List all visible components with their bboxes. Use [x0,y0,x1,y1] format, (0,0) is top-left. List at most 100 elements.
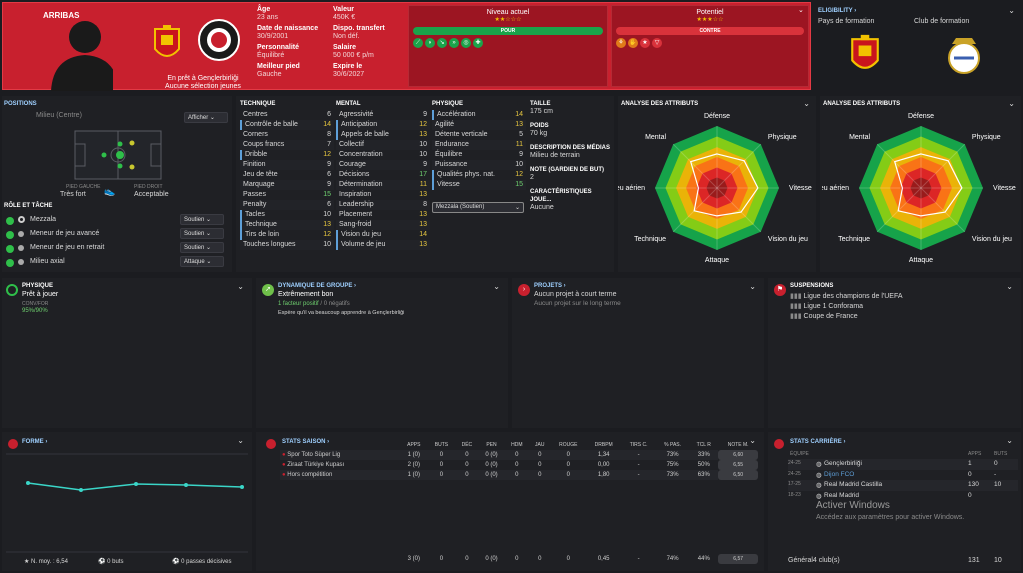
attribute-row[interactable]: Contrôle de balle 14 [240,120,334,130]
potential-label: Potentiel [696,9,724,16]
attribute-row[interactable]: Courage 9 [336,160,430,170]
season-col-header: APPS [407,442,421,448]
career-row[interactable]: 18-23 ◍ Real Madrid 0 [788,490,1018,501]
attribute-row[interactable]: Coups francs 7 [240,140,334,150]
attribute-row[interactable]: Accélération 14 [432,110,526,120]
attribute-row[interactable]: Vision du jeu 14 [336,230,430,240]
form-chevron-icon[interactable]: ⌄ [237,436,244,445]
show-dropdown[interactable]: Afficher ⌄ [184,112,228,123]
attribute-row[interactable]: Leadership 8 [336,200,430,210]
season-cell: 6,50 [718,470,758,480]
header-menu-chevron-icon[interactable]: ⌄ [798,7,804,14]
suspensions-chevron-icon[interactable]: ⌄ [1006,282,1013,291]
strength-icon-6[interactable]: ✚ [473,38,483,48]
role-duty-dropdown[interactable]: Soutien ⌄ [180,242,224,253]
attribute-row[interactable]: Vitesse 15 [432,180,526,190]
physique-list: Accélération 14 Agilité 13 Détente verticale… [432,110,526,190]
strength-icon-4[interactable]: » [449,38,459,48]
strength-icon-1[interactable]: ⟋ [413,38,423,48]
career-title[interactable]: STATS CARRIÈRE › [790,439,846,445]
weakness-icon-1[interactable]: ⚘ [616,38,626,48]
attribute-row[interactable]: Qualités phys. nat. 12 [432,170,526,180]
attribute-row[interactable]: Puissance 10 [432,160,526,170]
attribute-row[interactable]: Équilibre 9 [432,150,526,160]
condition-label: CONV/FOR [22,301,49,307]
attribute-row[interactable]: Concentration 10 [336,150,430,160]
attribute-row[interactable]: Collectif 10 [336,140,430,150]
attribute-value: 12 [323,231,331,238]
career-row[interactable]: 17-25 ◍ Real Madrid Castilla 130 10 [788,480,1018,491]
attribute-name: Dribble [245,151,268,158]
dynamics-chevron-icon[interactable]: ⌄ [493,282,500,291]
role-row[interactable]: Milieu axial Attaque ⌄ [4,256,228,270]
attribute-row[interactable]: Marquage 9 [240,180,334,190]
role-duty-dropdown[interactable]: Soutien ⌄ [180,214,224,225]
season-title[interactable]: STATS SAISON › [282,439,330,445]
projects-title[interactable]: PROJETS › [534,283,566,289]
attribute-row[interactable]: Sang-froid 13 [336,220,430,230]
radar-label: Vitesse [993,185,1016,192]
strength-icon-3[interactable]: ↘ [437,38,447,48]
attribute-row[interactable]: Agilité 13 [432,120,526,130]
attribute-value: 12 [323,151,331,158]
career-chevron-icon[interactable]: ⌄ [1006,436,1013,445]
attribute-row[interactable]: Appels de balle 13 [336,130,430,140]
role-row[interactable]: Mezzala Soutien ⌄ [4,214,228,228]
attribute-row[interactable]: Tirs de loin 12 [240,230,334,240]
career-goals-col: BUTS [994,451,1008,457]
role-select-dropdown[interactable]: Mezzala (Soutien) ⌄ [432,202,524,213]
attribute-row[interactable]: Dribble 12 [240,150,334,160]
career-row[interactable]: 24-25 ◍ Gençlerbirliği 1 0 [788,459,1018,470]
career-row[interactable]: 24-25 ◍ Dijon FCO 0 - [788,469,1018,480]
attribute-row[interactable]: Tacles 10 [240,210,334,220]
attribute-name: Jeu de tête [243,171,278,178]
attribute-row[interactable]: Passes 15 [240,190,334,200]
career-total-label: Général4 club(s) [788,557,840,564]
projects-chevron-icon[interactable]: ⌄ [749,282,756,291]
attribute-row[interactable]: Décisions 17 [336,170,430,180]
season-stats-panel: STATS SAISON › ⌄ APPS BUTS DÉC PEN HDM JAU ROU… [256,432,764,571]
attribute-row[interactable]: Détermination 11 [336,180,430,190]
weakness-icon-2[interactable]: ✋ [628,38,638,48]
physique-chevron-icon[interactable]: ⌄ [237,282,244,291]
role-radio[interactable] [18,259,24,265]
role-duty-dropdown[interactable]: Soutien ⌄ [180,228,224,239]
form-title[interactable]: FORME › [22,439,48,445]
role-row[interactable]: Meneur de jeu avancé Soutien ⌄ [4,228,228,242]
attribute-row[interactable]: Centres 6 [240,110,334,120]
strength-icon-2[interactable]: ◗ [425,38,435,48]
eligibility-chevron-icon[interactable]: ⌄ [1008,6,1015,15]
role-row[interactable]: Meneur de jeu en retrait Soutien ⌄ [4,242,228,256]
attribute-row[interactable]: Inspiration 13 [336,190,430,200]
radar-chevron-icon[interactable]: ⌄ [1008,99,1015,108]
attribute-row[interactable]: Finition 9 [240,160,334,170]
role-radio[interactable] [18,231,24,237]
attribute-row[interactable]: Placement 13 [336,210,430,220]
attribute-row[interactable]: Anticipation 12 [336,120,430,130]
role-duty-dropdown[interactable]: Attaque ⌄ [180,256,224,267]
weakness-icon-3[interactable]: ★ [640,38,650,48]
season-row[interactable]: ● Spor Toto Süper Lig 1 (0) 0 0 0 (0) 0 0 0 1,34… [280,450,758,460]
attribute-row[interactable]: Détente verticale 5 [432,130,526,140]
attribute-row[interactable]: Corners 8 [240,130,334,140]
attribute-name: Décisions [339,171,370,178]
dynamics-title[interactable]: DYNAMIQUE DE GROUPE › [278,283,357,289]
form-panel: FORME › ⌄ ★ N. moy. : 6,54 ⚽ 0 buts ⚽ 0 … [2,432,252,571]
attribute-row[interactable]: Volume de jeu 13 [336,240,430,250]
eligibility-title[interactable]: ELIGIBILITY › [818,8,857,14]
strength-icon-5[interactable]: ◎ [461,38,471,48]
attribute-row[interactable]: Agressivité 9 [336,110,430,120]
attribute-row[interactable]: Jeu de tête 6 [240,170,334,180]
attribute-row[interactable]: Endurance 11 [432,140,526,150]
attribute-row[interactable]: Penalty 6 [240,200,334,210]
season-row[interactable]: ● Ziraat Türkiye Kupası 2 (0) 0 0 0 (0) 0 0 0 0,… [280,460,758,470]
attribute-row[interactable]: Technique 13 [240,220,334,230]
role-radio[interactable] [18,245,24,251]
season-row[interactable]: ● Hors compétition 1 (0) 0 0 0 (0) 0 0 0 1,80 - 73… [280,470,758,480]
role-radio[interactable] [18,216,25,223]
radar-chevron-icon[interactable]: ⌄ [803,99,810,108]
potential-stars: ★★★☆☆ [696,17,724,23]
weakness-icon-4[interactable]: ▽ [652,38,662,48]
season-chevron-icon[interactable]: ⌄ [749,436,756,445]
attribute-row[interactable]: Touches longues 10 [240,240,334,250]
